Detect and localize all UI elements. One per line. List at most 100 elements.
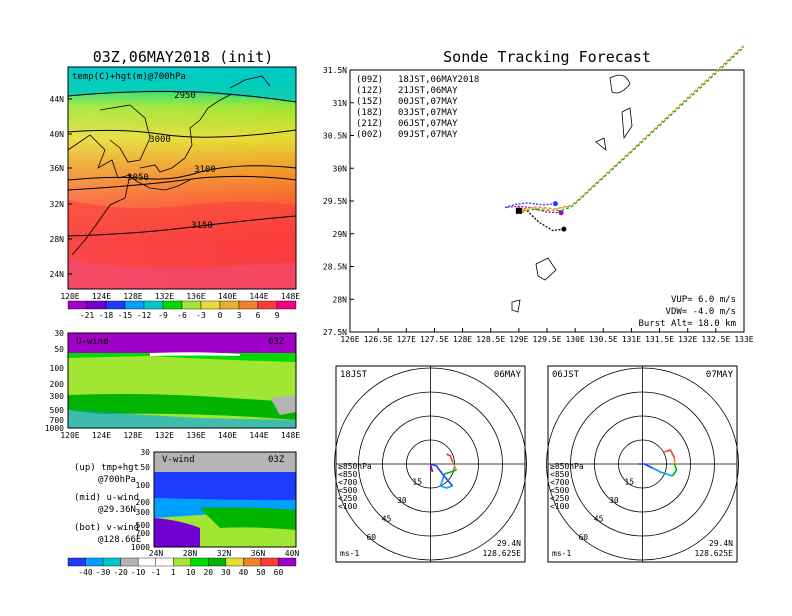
hodograph-trace: [446, 453, 454, 463]
lon-tick-label: 132E: [155, 431, 174, 440]
hodograph-time: 18JST: [340, 370, 368, 380]
track-endpoint: [558, 210, 564, 216]
colorbar-swatch: [238, 300, 259, 310]
hodograph-trace: [638, 463, 653, 469]
hodograph-date: 06MAY: [494, 370, 522, 380]
track-line: [521, 205, 570, 211]
colorbar-swatch: [124, 300, 145, 310]
lat-tick-label: 28N: [183, 549, 198, 558]
lat-tick-label: 32N: [50, 200, 65, 209]
hodograph-legend-item: <250: [550, 494, 569, 503]
colorbar-label: -10: [131, 568, 146, 577]
track-line: [521, 46, 745, 212]
lat-tick-label: 32N: [217, 549, 232, 558]
pressure-tick-label: 1000: [131, 543, 150, 552]
colorbar-label: -12: [137, 311, 152, 320]
lon-tick-label: 124E: [92, 431, 111, 440]
launch-time: 06JST,07MAY: [398, 119, 458, 129]
contour-label: 3100: [194, 165, 216, 175]
lat-axis: 44N 40N 36N 32N 28N 24N: [50, 95, 72, 279]
colorbar-label: 0: [218, 311, 223, 320]
track-endpoint: [552, 201, 558, 207]
pressure-tick-label: 100: [136, 481, 151, 490]
ring-label: 45: [382, 514, 392, 523]
lat-tick-label: 44N: [50, 95, 65, 104]
hodograph-unit: ms-1: [552, 549, 571, 558]
hodograph-legend-item: <700: [550, 478, 569, 487]
pressure-tick-label: 300: [136, 508, 151, 517]
track-endpoint: [561, 226, 567, 232]
hodograph-legend-item: ≥850hPa: [338, 462, 372, 471]
colorbar-swatch: [181, 300, 202, 310]
pressure-tick-label: 50: [54, 345, 64, 354]
pressure-tick-label: 1000: [45, 424, 64, 433]
colorbar-label: 6: [256, 311, 261, 320]
lon-tick-label: 130E: [566, 335, 585, 344]
lon-tick-label: 148E: [281, 431, 300, 440]
contour-label: 3000: [149, 135, 171, 145]
lon-tick-label: 136E: [186, 292, 205, 301]
ring-label: 60: [366, 533, 376, 542]
colorbar-label: -1: [151, 568, 161, 577]
colorbar-label: -3: [196, 311, 206, 320]
track-line: [518, 44, 745, 211]
contour-label: 3150: [191, 221, 213, 231]
lat-tick-label: 31.5N: [323, 66, 347, 75]
colorbar-swatch: [278, 557, 297, 567]
ring-label: 15: [624, 477, 634, 486]
lat-tick-label: 29N: [333, 230, 348, 239]
hodograph-legend-item: ≥850hPa: [550, 462, 584, 471]
lat-tick-label: 24N: [149, 549, 164, 558]
launch-legend: (09Z) 18JST,06MAY2018 (12Z) 21JST,06MAY (15Z…: [356, 75, 479, 140]
ring-label: 15: [412, 477, 422, 486]
ring-label: 30: [609, 496, 619, 505]
pressure-tick-label: 300: [50, 392, 65, 401]
temperature-colorbar: -21 -18 -15 -12 -9 -6 -3 0 3 6 9: [67, 300, 297, 320]
v-wind-panel: V-wind 03Z: [153, 451, 297, 548]
lon-tick-label: 144E: [249, 292, 268, 301]
colorbar-swatch: [86, 300, 107, 310]
u-wind-label: U-wind: [76, 337, 109, 347]
colorbar-swatch: [155, 557, 174, 567]
contour-label: 3050: [127, 173, 149, 183]
colorbar-label: 30: [221, 568, 231, 577]
hodograph-trace: [451, 461, 456, 467]
hodograph-unit: ms-1: [340, 549, 359, 558]
launch-time: 21JST,06MAY: [398, 86, 458, 96]
launch-tag: (15Z): [356, 97, 383, 107]
legend-up: (up) tmp+hgt: [74, 463, 139, 473]
lon-tick-label: 129E: [509, 335, 528, 344]
lon-tick-label: 124E: [92, 292, 111, 301]
pressure-tick-label: 30: [140, 448, 150, 457]
colorbar-label: 20: [203, 568, 213, 577]
lon-tick-label: 132E: [155, 292, 174, 301]
lon-tick-label: 132E: [678, 335, 697, 344]
ring-label: 60: [578, 533, 588, 542]
lat-tick-label: 29.5N: [323, 197, 347, 206]
lon-tick-label: 120E: [60, 431, 79, 440]
lon-tick-label: 128E: [123, 431, 142, 440]
pressure-tick-label: 700: [50, 416, 65, 425]
lon-tick-label: 131.5E: [645, 335, 674, 344]
colorbar-label: -21: [80, 311, 95, 320]
ring-label: 30: [397, 496, 407, 505]
hodograph-trace: [652, 467, 673, 477]
u-wind-panel: U-wind 03Z: [67, 332, 297, 429]
lon-tick-label: 136E: [186, 431, 205, 440]
lat-tick-label: 28N: [333, 295, 348, 304]
lon-axis: 120E 124E 128E 132E 136E 140E 144E 148E: [60, 292, 300, 301]
colorbar-swatch: [276, 300, 297, 310]
pressure-tick-label: 50: [140, 463, 150, 472]
colorbar-swatch: [208, 557, 227, 567]
launch-time: 18JST,06MAY2018: [398, 75, 479, 85]
hodograph-time: 06JST: [552, 370, 580, 380]
colorbar-label: 3: [237, 311, 242, 320]
hodograph-legend-item: <850: [550, 470, 569, 479]
sonde-params: VUP= 6.0 m/s VDW= -4.0 m/s Burst Alt= 18…: [638, 295, 736, 329]
lon-tick-label: 127E: [397, 335, 416, 344]
hodograph-lon: 128.625E: [694, 549, 733, 558]
colorbar-label: 40: [239, 568, 249, 577]
colorbar-label: 10: [186, 568, 196, 577]
